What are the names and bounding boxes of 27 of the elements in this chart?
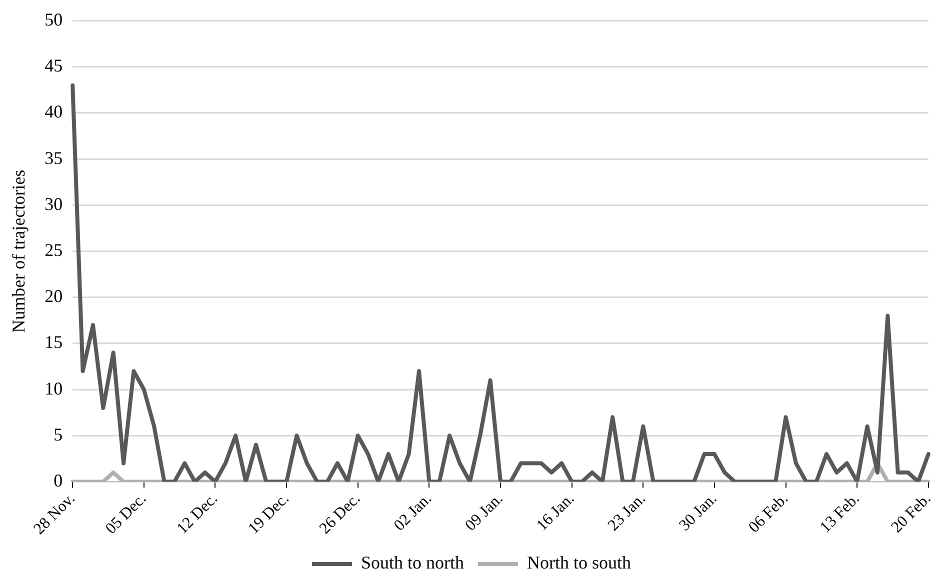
y-tick-label: 30 (44, 194, 63, 214)
y-tick-label: 40 (44, 102, 63, 122)
y-tick-label: 20 (44, 286, 63, 306)
x-tick-label: 05 Dec. (102, 490, 150, 538)
legend-label: South to north (360, 552, 464, 573)
x-tick-label: 12 Dec. (174, 490, 222, 538)
y-tick-label: 15 (44, 332, 63, 352)
x-tick-label: 26 Dec. (316, 490, 364, 538)
x-tick-label: 20 Feb. (888, 490, 934, 536)
y-axis-title: Number of trajectories (8, 170, 29, 333)
y-tick-label: 45 (44, 56, 63, 76)
y-tick-label: 5 (54, 424, 63, 444)
y-tick-label: 25 (44, 240, 63, 260)
x-tick-label: 09 Jan. (462, 490, 506, 534)
x-tick-label: 23 Jan. (604, 490, 649, 534)
x-tick-label: 19 Dec. (245, 490, 292, 538)
x-tick-label: 13 Feb. (816, 490, 863, 536)
x-tick-label: 16 Jan. (534, 490, 578, 534)
y-tick-label: 50 (44, 10, 63, 30)
y-tick-label: 0 (54, 470, 63, 490)
x-tick-label: 28 Nov. (30, 490, 78, 538)
y-tick-label: 10 (44, 378, 63, 398)
x-tick-label: 06 Feb. (746, 490, 792, 536)
x-tick-label: 30 Jan. (676, 490, 720, 534)
x-tick-label: 02 Jan. (390, 490, 435, 534)
y-tick-label: 35 (44, 148, 63, 168)
legend-label: North to south (527, 552, 632, 573)
